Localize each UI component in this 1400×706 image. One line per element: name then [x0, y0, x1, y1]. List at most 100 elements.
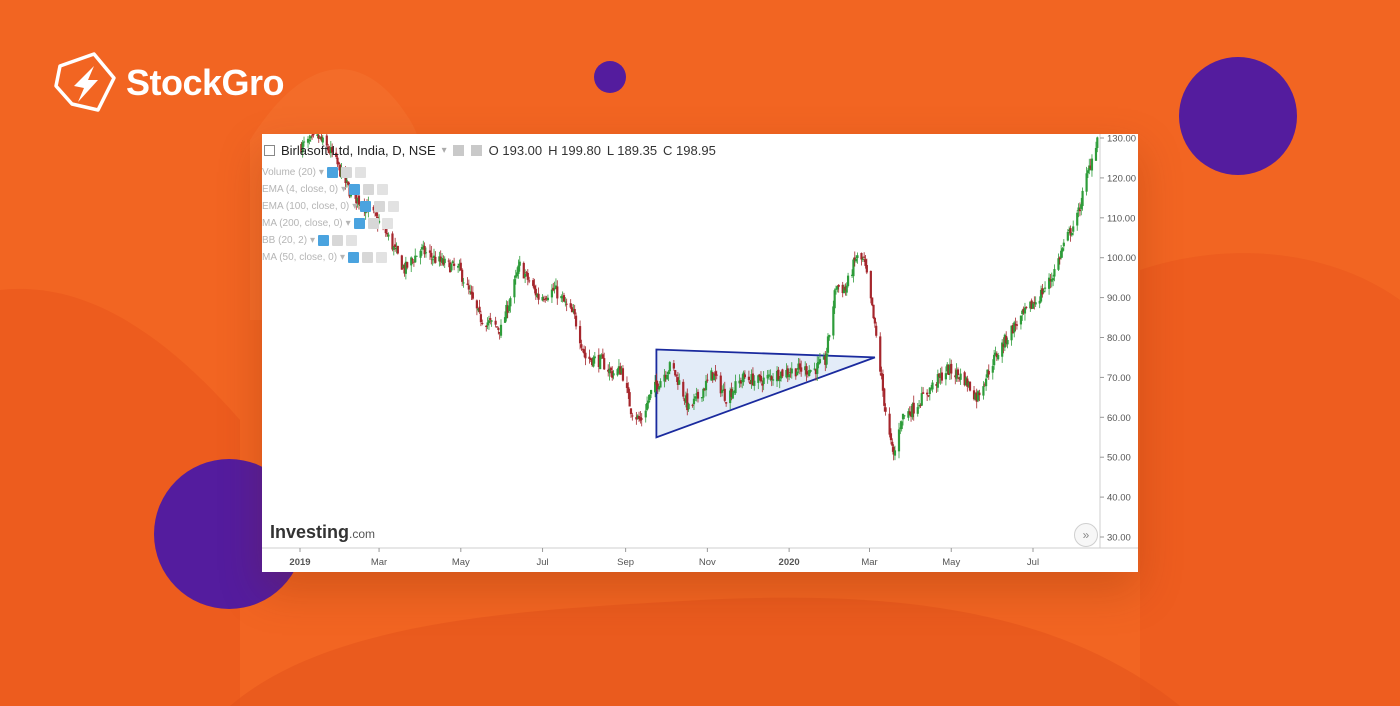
candle: [631, 412, 634, 421]
collapse-toggle-icon[interactable]: [264, 145, 275, 156]
candle-body: [818, 359, 822, 364]
candle: [824, 351, 827, 372]
candle-body: [814, 369, 818, 375]
close-icon[interactable]: [388, 201, 400, 212]
candle-body: [798, 363, 801, 369]
candle-body: [691, 404, 694, 406]
indicator-row[interactable]: MA (200, close, 0) ▾: [262, 215, 399, 232]
dropdown-caret-icon[interactable]: ▾: [441, 145, 447, 156]
candle: [1002, 337, 1005, 354]
settings-icon[interactable]: [340, 167, 352, 178]
dropdown-caret-icon[interactable]: ▾: [340, 252, 346, 263]
settings-icon[interactable]: [367, 218, 379, 229]
candle: [1078, 202, 1081, 217]
indicator-row[interactable]: BB (20, 2) ▾: [262, 232, 399, 249]
candle-body: [749, 381, 752, 384]
candle: [993, 349, 996, 370]
indicator-row[interactable]: Volume (20) ▾: [262, 164, 399, 181]
candle-body: [663, 374, 666, 382]
candle-body: [495, 326, 499, 328]
candle-body: [1034, 302, 1037, 305]
settings-icon[interactable]: [362, 252, 374, 263]
candle-body: [611, 371, 614, 378]
candle-body: [443, 258, 446, 264]
candle: [485, 325, 488, 332]
eye-icon[interactable]: [360, 201, 372, 212]
candle: [725, 401, 728, 407]
candle-body: [826, 336, 830, 353]
candle-body: [306, 138, 310, 143]
candle-body: [356, 197, 359, 202]
candle: [450, 262, 453, 272]
candle-body: [909, 411, 913, 417]
eye-icon[interactable]: [348, 252, 360, 263]
indicator-label: MA (200, close, 0): [262, 218, 343, 229]
dropdown-caret-icon[interactable]: ▾: [318, 167, 324, 178]
candle: [533, 278, 536, 294]
close-icon[interactable]: [346, 235, 358, 246]
candle-body: [828, 334, 831, 338]
eye-icon[interactable]: [353, 218, 365, 229]
candle: [569, 299, 572, 310]
candle: [356, 197, 359, 208]
candle-body: [938, 373, 941, 377]
brand[interactable]: StockGro: [50, 48, 285, 118]
close-icon[interactable]: [376, 252, 388, 263]
close-icon[interactable]: [381, 218, 393, 229]
candle-body: [355, 192, 358, 204]
close-icon[interactable]: [377, 184, 389, 195]
settings-icon[interactable]: [363, 184, 375, 195]
settings-icon[interactable]: [332, 235, 344, 246]
candle: [470, 285, 473, 300]
candle: [734, 374, 737, 395]
candle: [975, 388, 978, 409]
candle-body: [647, 400, 650, 404]
candle: [939, 367, 942, 385]
candle: [901, 413, 905, 426]
candle-body: [975, 392, 978, 402]
candle: [994, 346, 997, 357]
candlestick-chart[interactable]: 130.00 120.00 110.00 100.00 90.00 80.00 70.00 6…: [262, 134, 1138, 572]
candle-body: [507, 305, 511, 311]
candle-body: [640, 418, 643, 420]
eye-icon[interactable]: [318, 235, 330, 246]
candle: [804, 361, 807, 377]
indicator-row[interactable]: MA (50, close, 0) ▾: [262, 249, 399, 266]
candle-body: [573, 308, 576, 315]
eye-icon[interactable]: [349, 184, 361, 195]
settings-icon[interactable]: [470, 145, 482, 156]
candle-body: [974, 393, 977, 400]
candle: [654, 375, 657, 398]
candle: [490, 319, 493, 327]
scroll-to-latest-button[interactable]: »: [1074, 523, 1098, 547]
candle-body: [703, 388, 706, 391]
candle: [601, 348, 604, 359]
candle-body: [1060, 250, 1063, 258]
dropdown-caret-icon[interactable]: ▾: [345, 218, 351, 229]
candle: [656, 380, 659, 395]
candle-body: [1096, 137, 1099, 148]
candle-body: [919, 404, 922, 407]
settings-icon[interactable]: [374, 201, 386, 212]
candle-body: [1050, 279, 1053, 282]
candle: [658, 386, 661, 392]
candle-body: [1070, 232, 1073, 236]
indicator-row[interactable]: EMA (100, close, 0) ▾: [262, 198, 400, 215]
candle-body: [806, 373, 809, 375]
candle-body: [712, 373, 716, 381]
decorative-purple-circle-right: [1179, 57, 1297, 175]
candle-body: [386, 233, 389, 235]
candle: [612, 370, 615, 380]
gear-icon[interactable]: [452, 145, 464, 156]
dropdown-caret-icon[interactable]: ▾: [310, 235, 316, 246]
candle-body: [931, 382, 934, 390]
dropdown-caret-icon[interactable]: ▾: [341, 184, 347, 195]
dropdown-caret-icon[interactable]: ▾: [352, 201, 358, 212]
indicator-row[interactable]: EMA (4, close, 0) ▾: [262, 181, 399, 198]
candle: [321, 134, 324, 146]
candle-body: [1031, 303, 1035, 309]
eye-icon[interactable]: [326, 167, 338, 178]
candle: [757, 374, 760, 390]
close-icon[interactable]: [354, 167, 366, 178]
candle-body: [591, 358, 594, 366]
